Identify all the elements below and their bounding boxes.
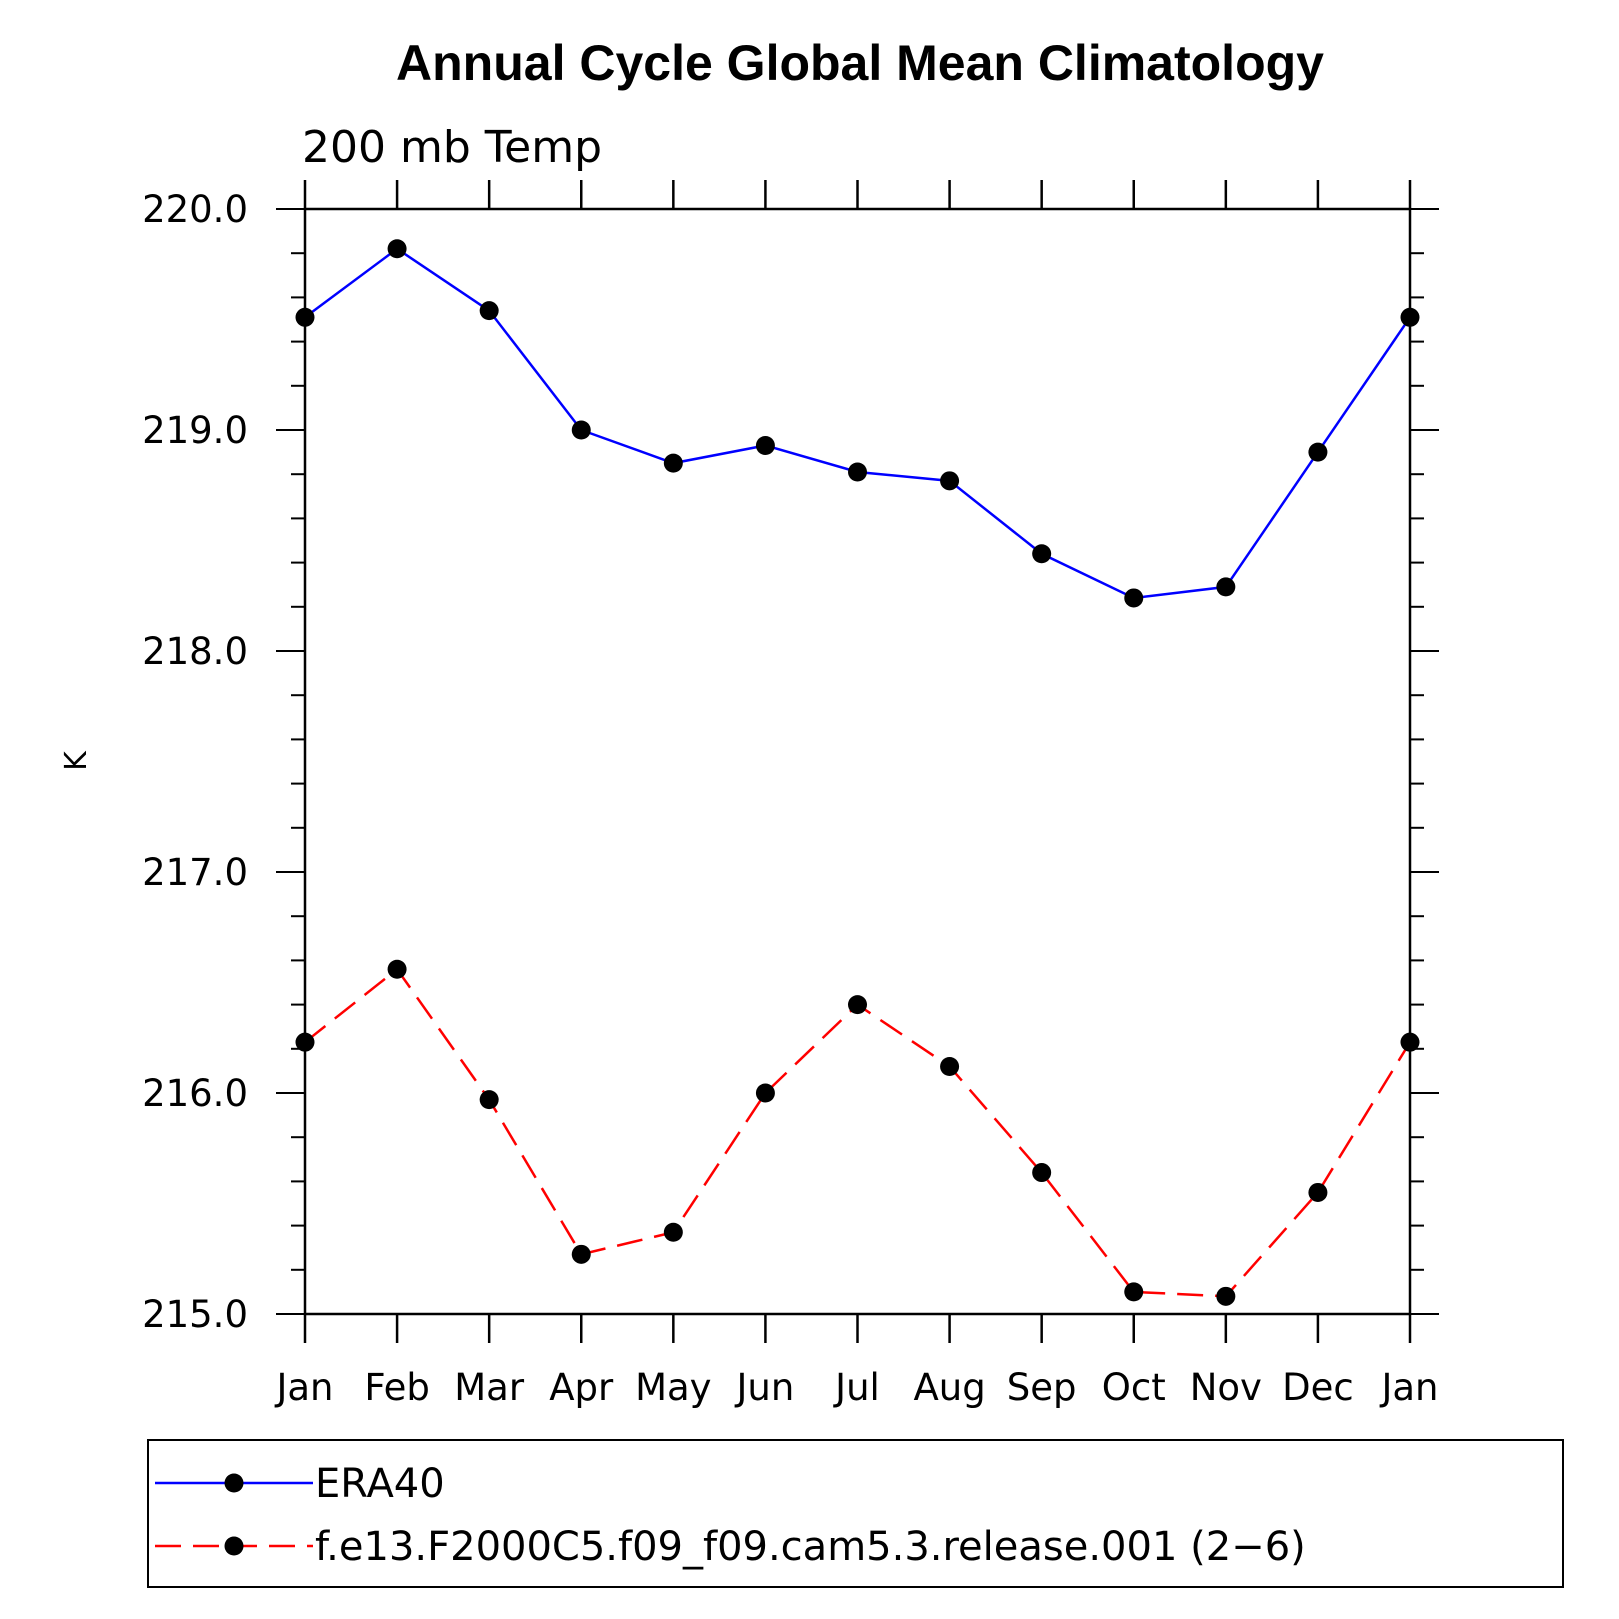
legend-box <box>147 1439 1564 1588</box>
x-tick-label: Jan <box>274 1366 333 1409</box>
x-tick-label: Feb <box>364 1366 430 1409</box>
x-tick-label: Jun <box>735 1366 795 1409</box>
data-point <box>387 239 407 259</box>
x-tick-label: Dec <box>1282 1366 1354 1409</box>
x-tick-label: Aug <box>913 1366 985 1409</box>
data-point <box>1216 577 1236 597</box>
x-tick-labels: Jan Feb Mar Apr May Jun Jul Aug Sep Oct Nov Dec Jan <box>274 1366 1438 1409</box>
data-point <box>663 1222 683 1242</box>
data-point <box>1216 1286 1236 1306</box>
chart-subtitle: 200 mb Temp <box>302 122 602 173</box>
y-tick-label: 218.0 <box>142 630 248 673</box>
legend-label: f.e13.F2000C5.f09_f09.cam5.3.release.001… <box>315 1524 1306 1570</box>
data-point <box>1124 588 1144 608</box>
plot-frame <box>303 207 1412 1316</box>
legend: ERA40 f.e13.F2000C5.f09_f09.cam5.3.releas… <box>147 1439 1564 1588</box>
data-point <box>295 307 315 327</box>
data-point <box>479 1090 499 1110</box>
data-point <box>1124 1282 1144 1302</box>
x-tick-label: Mar <box>454 1366 525 1409</box>
data-point <box>387 959 407 979</box>
axis-ticks <box>276 180 1439 1343</box>
x-tick-label: Oct <box>1102 1366 1166 1409</box>
data-point <box>755 1083 775 1103</box>
y-tick-label: 219.0 <box>142 409 248 452</box>
y-tick-labels: 215.0 216.0 217.0 218.0 219.0 220.0 <box>142 188 248 1336</box>
series-line-2 <box>304 967 1412 1298</box>
series-layer <box>295 239 1420 1306</box>
legend-label: ERA40 <box>315 1461 445 1507</box>
data-point <box>479 301 499 321</box>
plot-border <box>303 207 1412 1316</box>
data-point <box>1032 544 1052 564</box>
x-tick-label: Apr <box>549 1366 614 1409</box>
x-tick-label: Jul <box>833 1366 880 1409</box>
x-tick-label: May <box>635 1366 712 1409</box>
y-tick-label: 217.0 <box>142 851 248 894</box>
y-axis-label: K <box>59 750 94 771</box>
data-point <box>755 435 775 455</box>
data-point <box>571 420 591 440</box>
data-point <box>1400 307 1420 327</box>
data-point <box>663 453 683 473</box>
data-point <box>1032 1163 1052 1183</box>
x-tick-label: Nov <box>1190 1366 1262 1409</box>
data-point <box>571 1244 591 1264</box>
data-point <box>295 1032 315 1052</box>
data-point <box>1308 1182 1328 1202</box>
y-tick-label: 220.0 <box>142 188 248 231</box>
data-point <box>1308 442 1328 462</box>
x-tick-label: Sep <box>1007 1366 1077 1409</box>
data-point <box>940 1056 960 1076</box>
y-tick-label: 216.0 <box>142 1072 248 1115</box>
data-point <box>848 995 867 1015</box>
data-point <box>848 462 867 482</box>
series-line-1 <box>304 247 1412 600</box>
x-tick-label: Jan <box>1379 1366 1438 1409</box>
y-tick-label: 215.0 <box>142 1293 248 1336</box>
legend-marker <box>224 1473 244 1493</box>
chart-title: Annual Cycle Global Mean Climatology <box>396 35 1324 91</box>
data-point <box>1400 1032 1420 1052</box>
legend-marker <box>224 1536 244 1556</box>
data-point <box>940 471 960 491</box>
